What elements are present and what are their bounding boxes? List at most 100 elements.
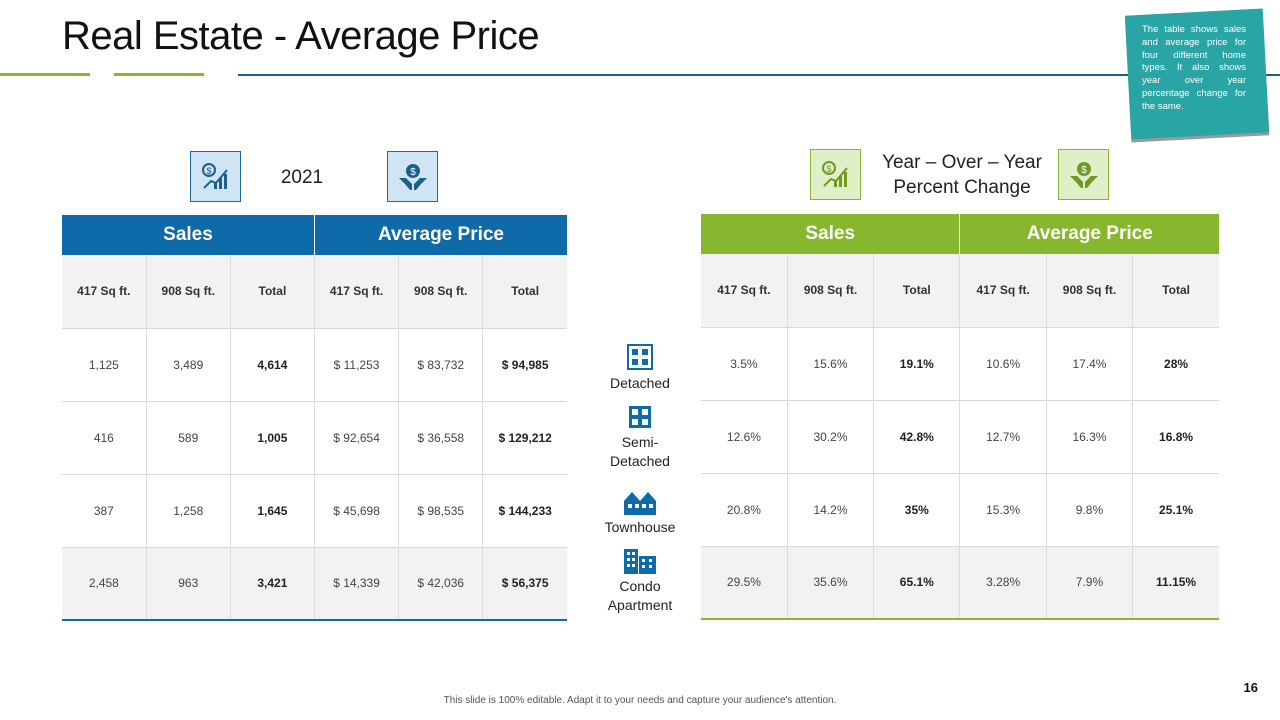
row-label-townhouse: Townhouse	[575, 489, 705, 537]
table-cell: 1,258	[146, 473, 231, 547]
svg-text:$: $	[826, 164, 831, 174]
table-cell: 963	[146, 546, 231, 620]
table-cell: 11.15%	[1132, 545, 1219, 619]
table-row: 416 589 1,005 $ 92,654 $ 36,558 $ 129,21…	[62, 400, 567, 474]
table-cell: 589	[146, 400, 231, 474]
table-cell: 2,458	[62, 546, 147, 620]
row-label-text: Detached	[610, 375, 670, 391]
sub-header-row: 417 Sq ft. 908 Sq ft. Total 417 Sq ft. 9…	[701, 254, 1219, 327]
page-title: Real Estate - Average Price	[62, 14, 540, 58]
table-cell: 29.5%	[701, 545, 788, 619]
page-number: 16	[1243, 680, 1258, 695]
table-cell: 28%	[1132, 326, 1219, 400]
sales-2021-table: Sales Average Price 417 Sq ft. 908 Sq ft…	[62, 215, 567, 621]
semi-detached-house-icon	[629, 406, 651, 428]
table-cell: 65.1%	[873, 545, 961, 619]
table-cell: 3,421	[230, 546, 315, 620]
table-cell: $ 144,233	[482, 473, 567, 547]
accent-rule-green-2	[114, 73, 204, 76]
sub-header-cell: 417 Sq ft.	[314, 255, 400, 328]
table-cell: 14.2%	[787, 472, 875, 546]
table-cell: 12.6%	[701, 399, 788, 473]
table-cell: $ 129,212	[482, 400, 567, 474]
sub-header-cell: 908 Sq ft.	[398, 255, 484, 328]
svg-text:$: $	[206, 166, 211, 176]
svg-text:$: $	[410, 167, 416, 178]
table-row: 387 1,258 1,645 $ 45,698 $ 98,535 $ 144,…	[62, 473, 567, 547]
table-cell: $ 36,558	[398, 400, 484, 474]
table-cell: $ 83,732	[398, 327, 484, 401]
sales-header: Sales	[62, 215, 315, 255]
sales-header: Sales	[701, 214, 960, 254]
table-cell: 20.8%	[701, 472, 788, 546]
row-label-semi-detached: Semi- Detached	[575, 404, 705, 471]
table-cell: 1,645	[230, 473, 315, 547]
table-row: 12.6% 30.2% 42.8% 12.7% 16.3% 16.8%	[701, 399, 1219, 473]
table-row: 2,458 963 3,421 $ 14,339 $ 42,036 $ 56,3…	[62, 546, 567, 620]
row-label-text: Condo	[619, 578, 661, 594]
yoy-change-table: Sales Average Price 417 Sq ft. 908 Sq ft…	[701, 214, 1219, 620]
sticky-note-text: The table shows sales and average price …	[1142, 24, 1246, 112]
table-cell: 9.8%	[1046, 472, 1134, 546]
detached-house-icon	[627, 344, 653, 370]
table-cell: 16.3%	[1046, 399, 1134, 473]
table-cell: $ 45,698	[314, 473, 400, 547]
sub-header-cell: 417 Sq ft.	[701, 254, 788, 327]
sub-header-cell: 908 Sq ft.	[787, 254, 875, 327]
table-cell: $ 11,253	[314, 327, 400, 401]
table-cell: $ 56,375	[482, 546, 567, 620]
table-cell: 4,614	[230, 327, 315, 401]
right-table-heading: Year – Over – Year Percent Change	[872, 150, 1052, 200]
table-cell: $ 98,535	[398, 473, 484, 547]
right-heading-line2: Percent Change	[893, 177, 1031, 198]
townhouse-icon	[624, 492, 656, 515]
table-cell: 15.3%	[959, 472, 1047, 546]
right-heading-line1: Year – Over – Year	[882, 152, 1042, 173]
table-cell: $ 94,985	[482, 327, 567, 401]
table-row: 20.8% 14.2% 35% 15.3% 9.8% 25.1%	[701, 472, 1219, 546]
sub-header-cell: Total	[873, 254, 961, 327]
row-label-condo-apartment: Condo Apartment	[575, 548, 705, 615]
sub-header-cell: 417 Sq ft.	[959, 254, 1047, 327]
table-cell: 10.6%	[959, 326, 1047, 400]
footer-note: This slide is 100% editable. Adapt it to…	[443, 695, 837, 706]
table-cell: 19.1%	[873, 326, 961, 400]
row-label-text: Apartment	[607, 597, 673, 613]
table-cell: $ 14,339	[314, 546, 400, 620]
table-cell: 7.9%	[1046, 545, 1134, 619]
table-cell: 16.8%	[1132, 399, 1219, 473]
table-cell: 1,125	[62, 327, 147, 401]
avg-price-header: Average Price	[313, 215, 567, 255]
sub-header-cell: Total	[230, 255, 315, 328]
table-cell: 3.28%	[959, 545, 1047, 619]
left-table-heading: 2021	[280, 167, 324, 188]
sub-header-cell: 908 Sq ft.	[146, 255, 231, 328]
table-cell: 35%	[873, 472, 961, 546]
sub-header-row: 417 Sq ft. 908 Sq ft. Total 417 Sq ft. 9…	[62, 255, 567, 328]
money-hands-icon-green: $	[1058, 149, 1109, 200]
row-label-detached: Detached	[575, 343, 705, 393]
row-label-text: Detached	[610, 453, 670, 469]
row-label-text: Townhouse	[604, 519, 676, 535]
sub-header-cell: 908 Sq ft.	[1046, 254, 1134, 327]
sub-header-cell: Total	[1132, 254, 1219, 327]
avg-price-header: Average Price	[959, 214, 1219, 254]
table-cell: 17.4%	[1046, 326, 1134, 400]
table-cell: $ 42,036	[398, 546, 484, 620]
table-cell: 12.7%	[959, 399, 1047, 473]
table-cell: 3,489	[146, 327, 231, 401]
accent-rule-blue	[238, 74, 1280, 76]
table-cell: 3.5%	[701, 326, 788, 400]
sales-growth-icon: $	[190, 151, 241, 202]
table-cell: $ 92,654	[314, 400, 400, 474]
accent-rule-green-1	[0, 73, 90, 76]
apartment-building-icon	[624, 549, 656, 574]
table-cell: 42.8%	[873, 399, 961, 473]
table-row: 3.5% 15.6% 19.1% 10.6% 17.4% 28%	[701, 326, 1219, 400]
table-cell: 387	[62, 473, 147, 547]
table-row: 29.5% 35.6% 65.1% 3.28% 7.9% 11.15%	[701, 545, 1219, 619]
table-row: 1,125 3,489 4,614 $ 11,253 $ 83,732 $ 94…	[62, 327, 567, 401]
table-cell: 30.2%	[787, 399, 875, 473]
table-cell: 35.6%	[787, 545, 875, 619]
row-label-text: Semi-	[621, 434, 659, 450]
